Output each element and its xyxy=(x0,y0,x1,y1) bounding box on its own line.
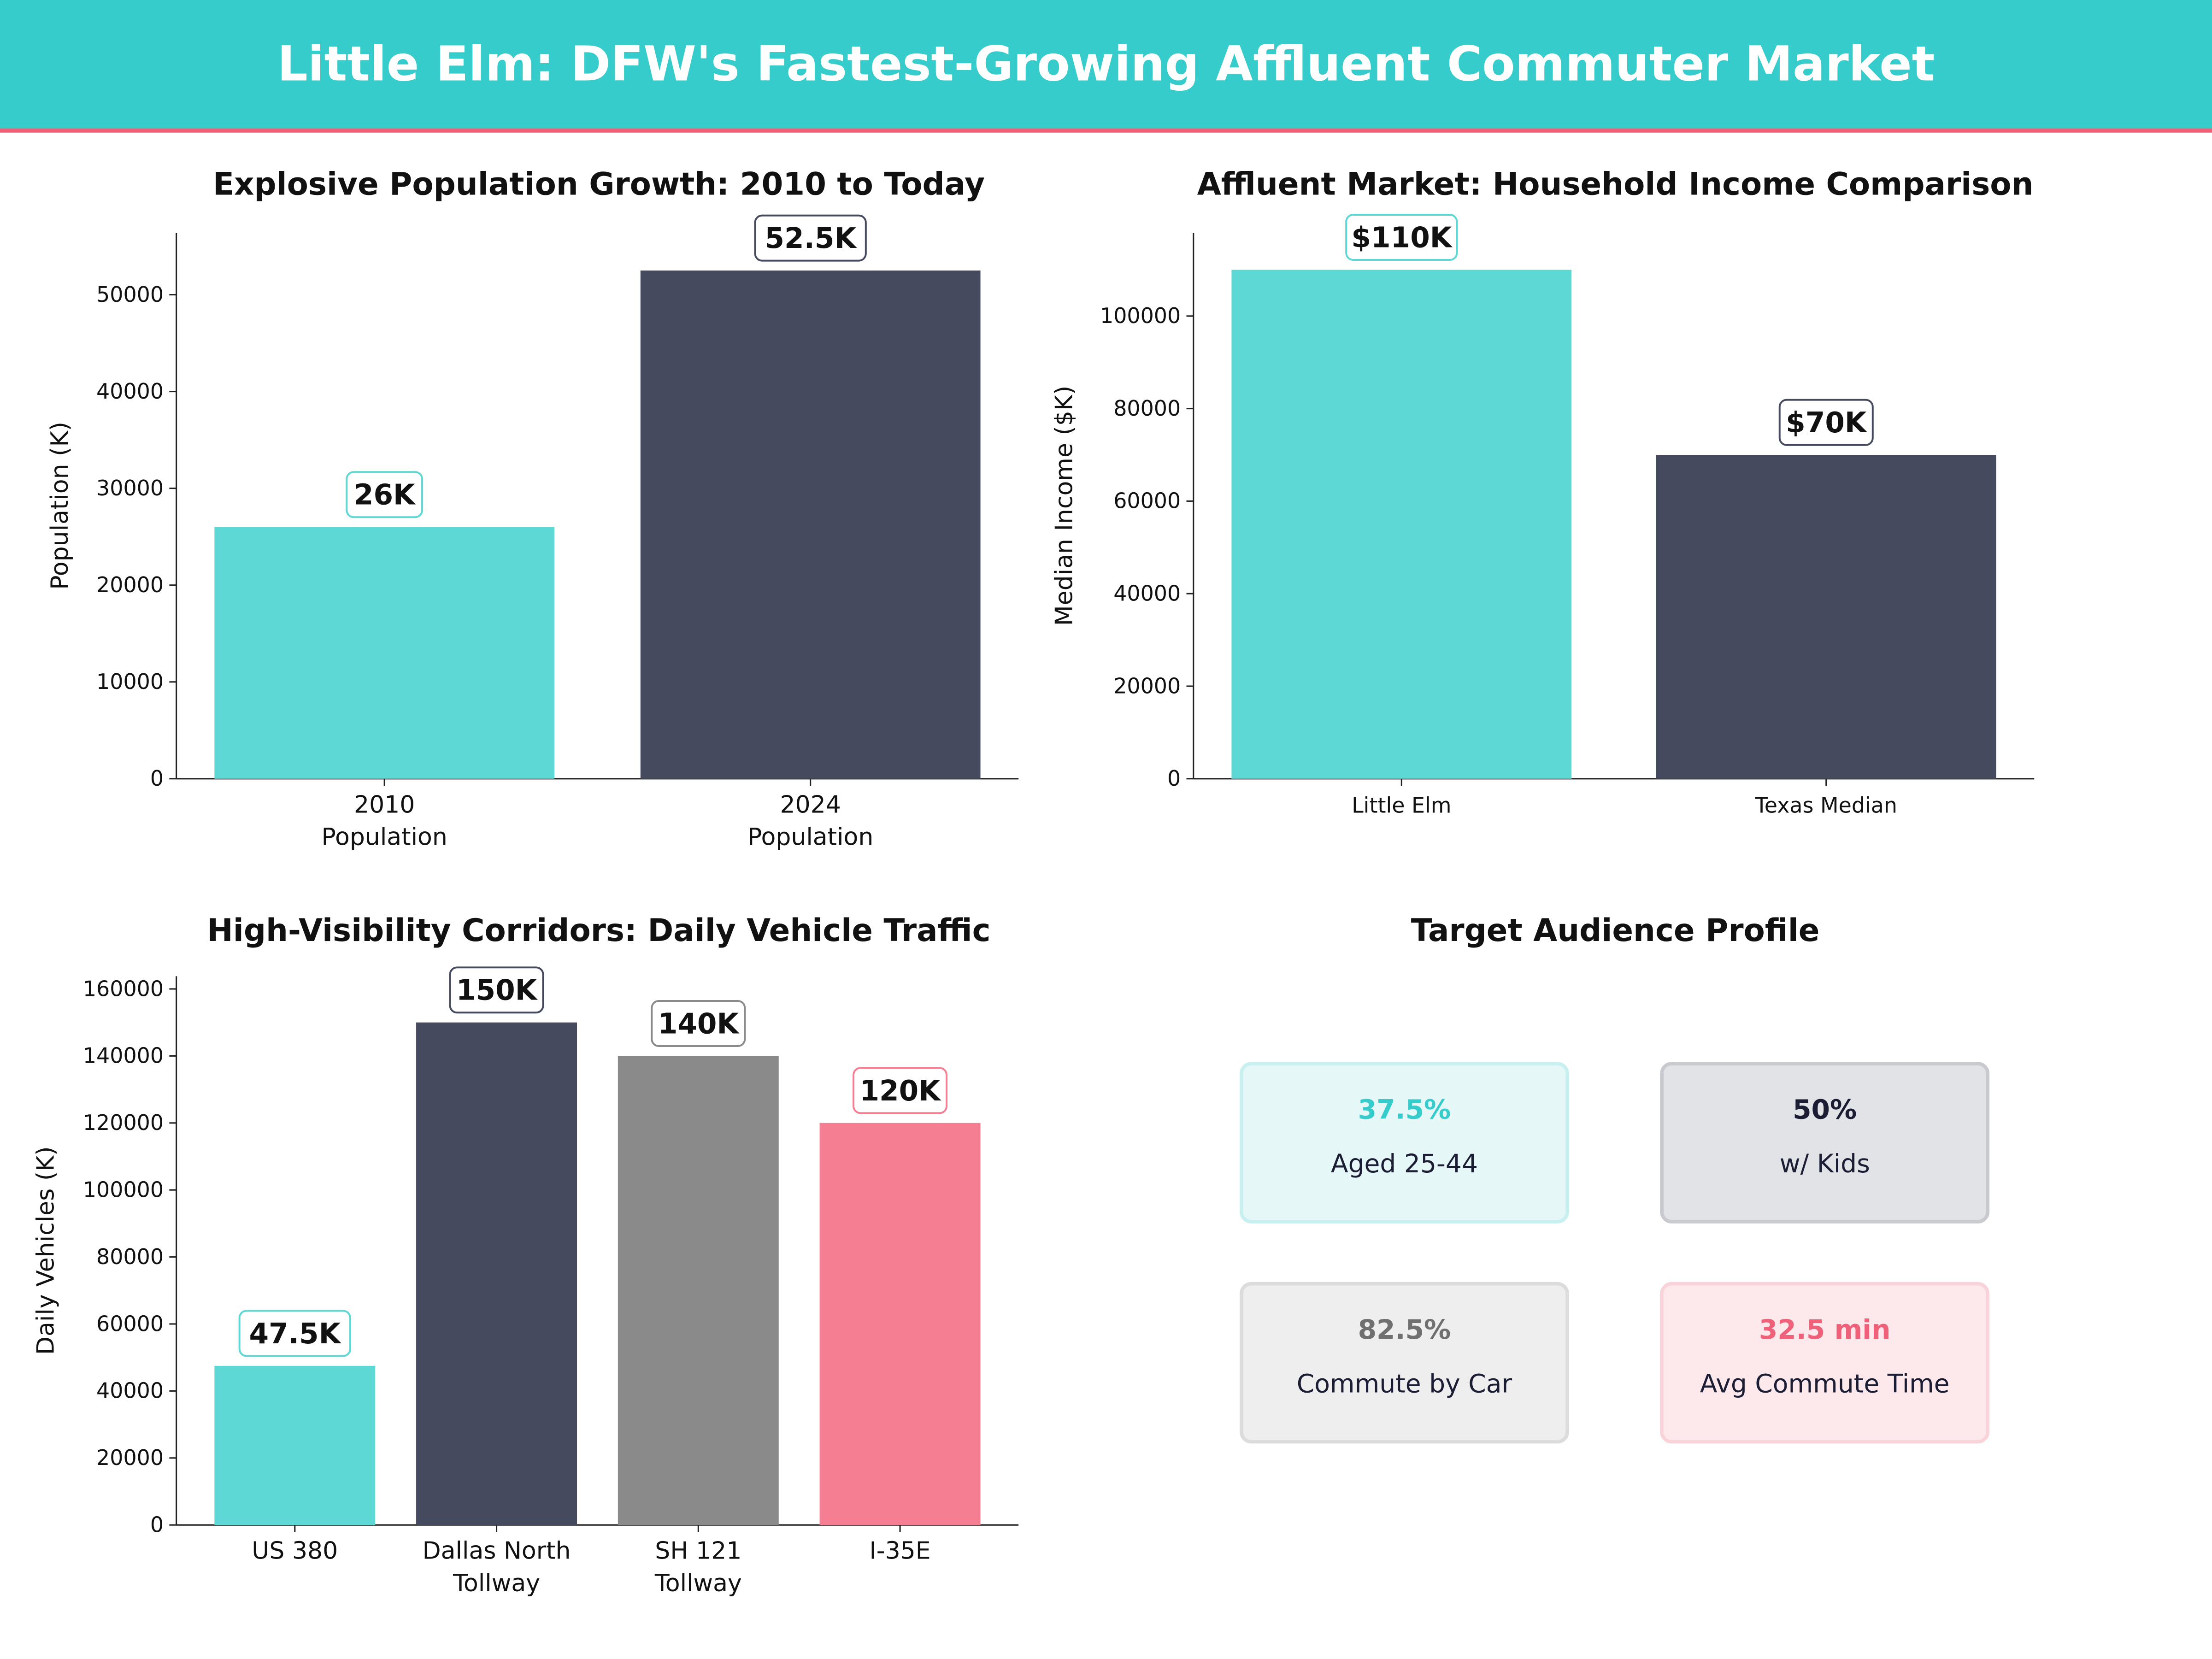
data-label: 140K xyxy=(658,1007,740,1040)
profile-title: Target Audience Profile xyxy=(1411,912,1820,948)
y-tick-label: 80000 xyxy=(1113,396,1181,421)
bar xyxy=(214,527,555,779)
data-label: 52.5K xyxy=(765,222,857,255)
y-axis-label: Daily Vehicles (K) xyxy=(32,1146,59,1355)
bar xyxy=(1656,455,1996,779)
y-tick-label: 20000 xyxy=(96,572,164,597)
x-tick-label: Population xyxy=(747,824,873,851)
y-tick-label: 60000 xyxy=(96,1311,164,1336)
y-tick-label: 80000 xyxy=(96,1244,164,1269)
stat-card: 37.5% Aged 25-44 xyxy=(1240,1062,1569,1224)
y-tick-label: 140000 xyxy=(83,1043,164,1068)
data-label: 120K xyxy=(859,1075,941,1107)
y-tick-label: 30000 xyxy=(96,476,164,500)
stat-label: Commute by Car xyxy=(1297,1369,1512,1398)
x-tick-label: Dallas North xyxy=(423,1537,571,1565)
bar xyxy=(618,1056,779,1525)
y-tick-label: 20000 xyxy=(96,1445,164,1470)
data-label: $110K xyxy=(1351,221,1453,254)
stat-card-bg xyxy=(1660,1282,1990,1444)
y-tick-label: 0 xyxy=(150,1512,164,1537)
data-label: 26K xyxy=(354,479,416,512)
data-label-box xyxy=(651,1000,746,1047)
data-label-box xyxy=(238,1310,351,1357)
stat-value: 32.5 min xyxy=(1759,1314,1891,1345)
x-tick-label: US 380 xyxy=(252,1537,338,1565)
stat-label: Aged 25-44 xyxy=(1331,1149,1478,1178)
y-axis-label: Median Income ($K) xyxy=(1051,386,1078,626)
x-tick-label: 2010 xyxy=(354,791,415,818)
stat-card: 50% w/ Kids xyxy=(1660,1062,1990,1224)
y-tick-label: 40000 xyxy=(96,379,164,404)
x-tick-label: 2024 xyxy=(780,791,841,818)
bar xyxy=(1231,270,1572,779)
y-tick-label: 160000 xyxy=(83,976,164,1001)
x-tick-label: Tollway xyxy=(654,1570,742,1597)
data-label: 150K xyxy=(456,974,538,1007)
y-tick-label: 60000 xyxy=(1113,488,1181,513)
data-label-box xyxy=(853,1067,948,1114)
y-axis-label: Population (K) xyxy=(46,422,74,590)
stat-card-bg xyxy=(1240,1062,1569,1224)
stat-label: w/ Kids xyxy=(1780,1149,1870,1178)
chart-1: Explosive Population Growth: 2010 to Tod… xyxy=(46,165,1019,851)
y-tick-label: 0 xyxy=(150,766,164,791)
y-tick-label: 120000 xyxy=(83,1110,164,1135)
x-tick-label: Population xyxy=(321,824,447,851)
bar xyxy=(640,271,981,779)
chart-title: High-Visibility Corridors: Daily Vehicle… xyxy=(207,912,990,948)
chart-2: Affluent Market: Household Income Compar… xyxy=(1051,165,2035,818)
y-tick-label: 100000 xyxy=(1100,303,1181,328)
data-label-box xyxy=(346,471,424,518)
data-label-box xyxy=(1778,399,1874,446)
data-label: $70K xyxy=(1786,406,1868,439)
data-label-box xyxy=(1345,214,1458,261)
x-tick-label: Little Elm xyxy=(1352,793,1451,818)
x-tick-label: I-35E xyxy=(869,1537,930,1565)
y-tick-label: 20000 xyxy=(1113,673,1181,698)
stat-label: Avg Commute Time xyxy=(1700,1369,1950,1398)
bar xyxy=(214,1365,376,1525)
header-stripe xyxy=(0,128,2212,133)
stat-card-bg xyxy=(1660,1062,1990,1224)
chart-3: High-Visibility Corridors: Daily Vehicle… xyxy=(32,912,1019,1597)
x-tick-label: SH 121 xyxy=(655,1537,741,1565)
bar xyxy=(819,1123,981,1525)
stat-value: 50% xyxy=(1793,1094,1857,1125)
data-label-box xyxy=(754,214,867,262)
y-tick-label: 100000 xyxy=(83,1177,164,1202)
stat-card: 82.5% Commute by Car xyxy=(1240,1282,1569,1444)
stat-card-bg xyxy=(1240,1282,1569,1444)
page-title: Little Elm: DFW's Fastest-Growing Afflue… xyxy=(277,35,1935,92)
y-tick-label: 40000 xyxy=(1113,581,1181,606)
chart-title: Affluent Market: Household Income Compar… xyxy=(1197,165,2034,202)
y-tick-label: 40000 xyxy=(96,1378,164,1403)
y-tick-label: 50000 xyxy=(96,282,164,307)
stat-value: 37.5% xyxy=(1358,1094,1451,1125)
y-tick-label: 0 xyxy=(1167,766,1181,791)
bar xyxy=(416,1022,577,1525)
data-label-box xyxy=(449,966,544,1014)
stat-card: 32.5 min Avg Commute Time xyxy=(1660,1282,1990,1444)
x-tick-label: Texas Median xyxy=(1755,793,1897,818)
data-label: 47.5K xyxy=(249,1318,342,1350)
x-tick-label: Tollway xyxy=(453,1570,540,1597)
header-banner xyxy=(0,0,2212,129)
stat-value: 82.5% xyxy=(1358,1314,1451,1345)
chart-title: Explosive Population Growth: 2010 to Tod… xyxy=(213,165,985,202)
y-tick-label: 10000 xyxy=(96,669,164,694)
